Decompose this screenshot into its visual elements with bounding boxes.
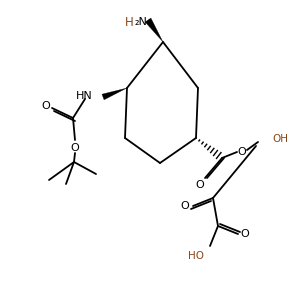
Text: OH: OH [272, 134, 288, 144]
Text: HN: HN [76, 91, 93, 101]
Text: ₂N: ₂N [135, 17, 148, 27]
Text: O: O [42, 101, 50, 111]
Text: H: H [125, 16, 134, 28]
Text: O: O [238, 147, 246, 157]
Polygon shape [145, 18, 163, 42]
Text: O: O [241, 229, 249, 239]
Text: O: O [181, 201, 189, 211]
Polygon shape [102, 88, 127, 100]
Text: O: O [196, 180, 204, 190]
Text: O: O [71, 143, 79, 153]
Text: HO: HO [188, 251, 204, 261]
